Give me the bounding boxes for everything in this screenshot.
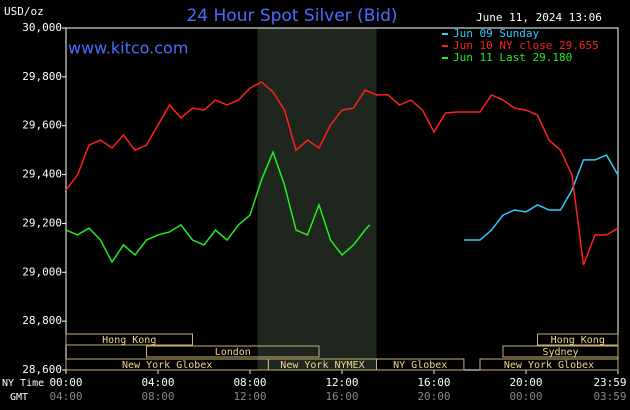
- y-axis-label: USD/oz: [4, 5, 44, 18]
- session-box: [479, 358, 619, 371]
- x-tick-label: 08:00: [233, 376, 266, 389]
- x-tick-label: 12:00: [325, 376, 358, 389]
- x2-tick-label: 00:00: [509, 390, 542, 403]
- y-tick-label: 29,000: [22, 265, 62, 278]
- x-tick-label: 00:00: [49, 376, 82, 389]
- y-tick-label: 29,200: [22, 216, 62, 229]
- x-tick-label: 16:00: [417, 376, 450, 389]
- y-tick-label: 29,400: [22, 168, 62, 181]
- x-tick-label: 20:00: [509, 376, 542, 389]
- x2-tick-label: 12:00: [233, 390, 266, 403]
- x-tick-label: 04:00: [141, 376, 174, 389]
- y-tick-label: 30,000: [22, 21, 62, 34]
- watermark: www.kitco.com: [68, 39, 188, 58]
- session-label: Hong Kong: [102, 335, 156, 346]
- price-line: [65, 81, 619, 266]
- chart-title: 24 Hour Spot Silver (Bid): [186, 6, 397, 26]
- chart-date: June 11, 2024 13:06: [476, 11, 602, 24]
- session-box: [537, 333, 619, 346]
- y-tick-label: 29,800: [22, 70, 62, 83]
- x2-axis-label: GMT: [10, 392, 28, 403]
- price-line: [463, 154, 619, 241]
- highlight-region: [257, 28, 377, 370]
- session-box: [65, 333, 193, 346]
- x2-tick-label: 04:00: [49, 390, 82, 403]
- x-tick-label: 23:59: [593, 376, 626, 389]
- price-line: [65, 149, 371, 264]
- y-tick-label: 29,600: [22, 119, 62, 132]
- session-label: New York NYMEX: [280, 360, 364, 371]
- session-label: New York Globex: [504, 360, 594, 371]
- session-label: NY Globex: [393, 360, 447, 371]
- x-axis-label: NY Time: [2, 378, 44, 389]
- y-tick-label: 28,800: [22, 314, 62, 327]
- y-tick-label: 28,600: [22, 363, 62, 376]
- x2-tick-label: 20:00: [417, 390, 450, 403]
- session-box: [502, 345, 619, 358]
- session-box: [376, 358, 465, 371]
- session-box: [146, 345, 320, 358]
- legend-label: Jun 09 Sunday: [453, 27, 539, 40]
- plot-back: [257, 28, 377, 370]
- legend-label: Jun 11 Last 29.180: [453, 51, 572, 64]
- x2-tick-label: 08:00: [141, 390, 174, 403]
- session-label: Sydney: [542, 347, 578, 358]
- x2-tick-label: 03:59: [593, 390, 626, 403]
- session-label: London: [215, 347, 251, 358]
- session-label: New York Globex: [122, 360, 212, 371]
- x2-tick-label: 16:00: [325, 390, 358, 403]
- legend-label: Jun 10 NY close 29.655: [453, 39, 599, 52]
- session-label: Hong Kong: [551, 335, 605, 346]
